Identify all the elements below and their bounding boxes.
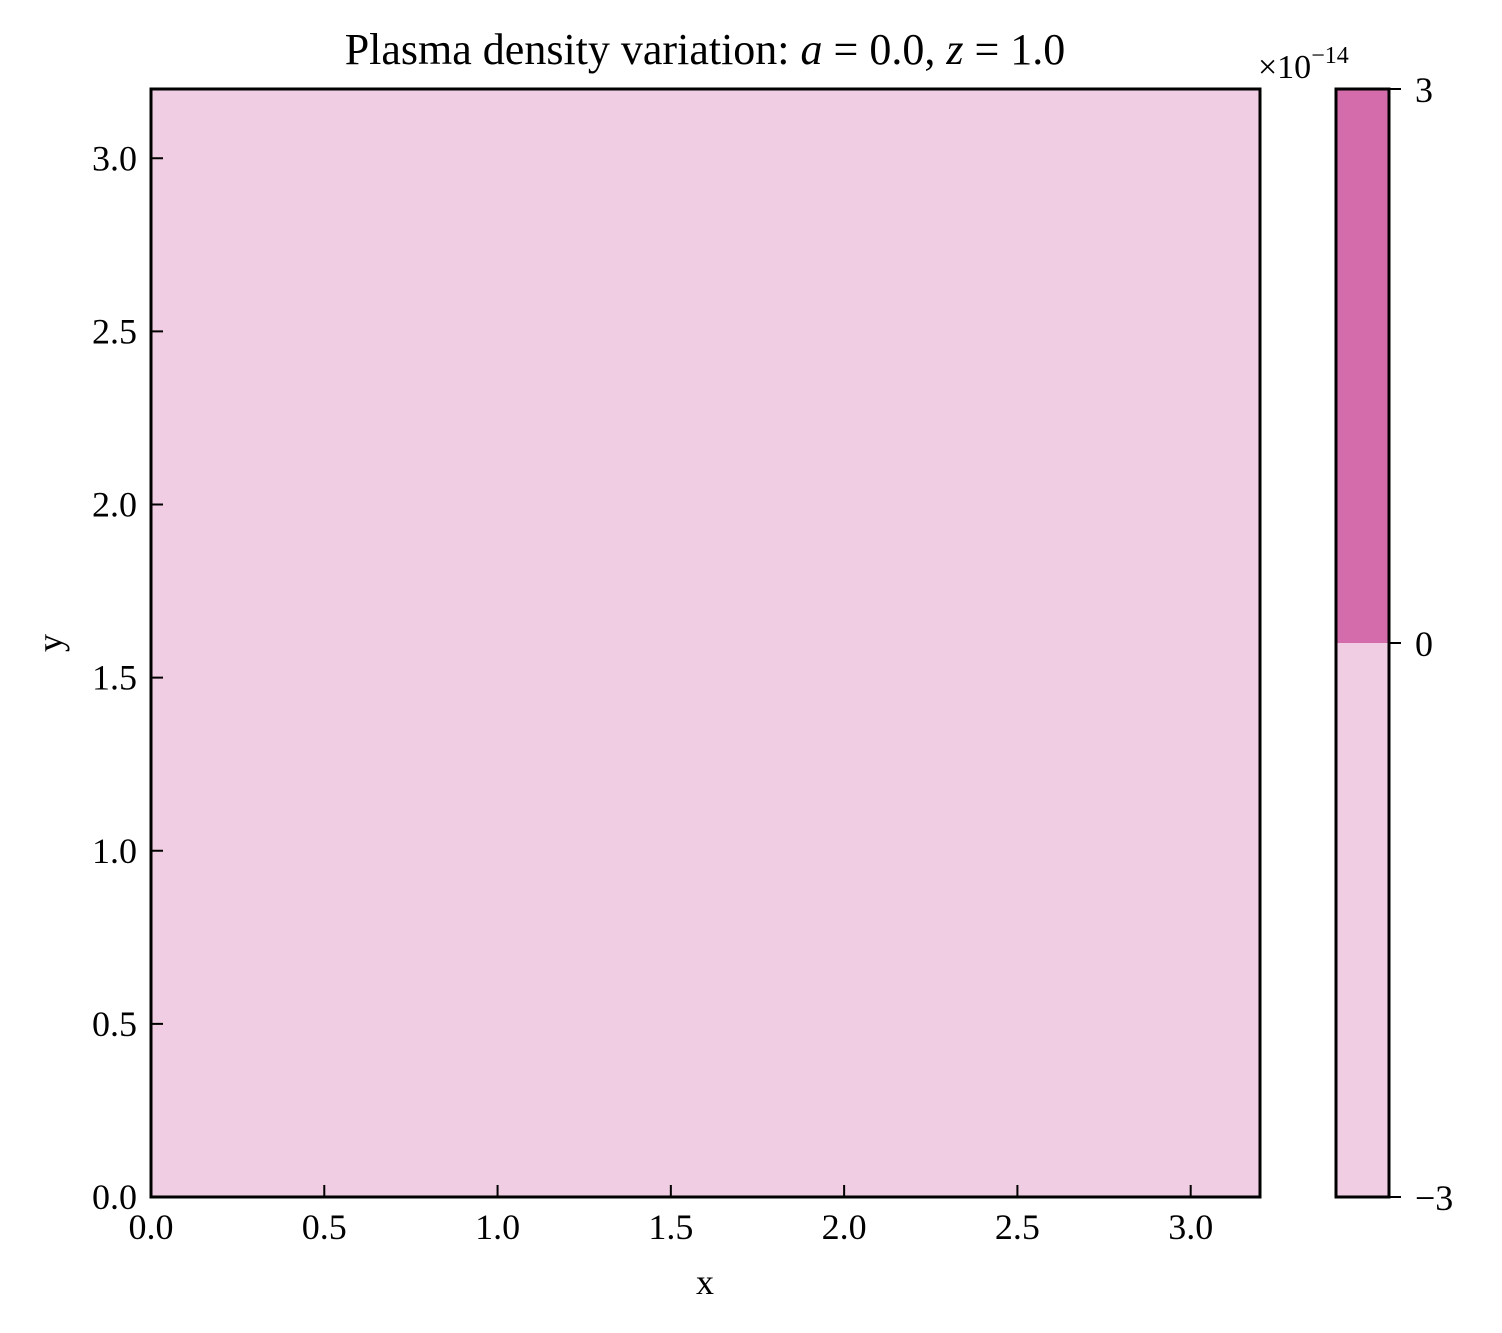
colorbar-ticks: −3 0 3 <box>1389 70 1453 1218</box>
y-tick-label: 1.5 <box>92 658 137 698</box>
plot-frame <box>149 87 1262 1199</box>
colorbar-tick-label: 3 <box>1415 70 1433 110</box>
y-axis-label: y <box>30 634 70 652</box>
colorbar-offset-exponent: −14 <box>1311 43 1349 69</box>
y-tick-label: 2.0 <box>92 485 137 525</box>
title-eq-z: = 1.0 <box>963 25 1065 74</box>
y-tick-label: 1.0 <box>92 831 137 871</box>
x-tick-label: 1.0 <box>475 1207 520 1247</box>
title-var-z: z <box>945 25 963 74</box>
x-tick-label: 1.5 <box>648 1207 693 1247</box>
x-axis-label: x <box>696 1262 714 1302</box>
y-tick-label: 0.5 <box>92 1004 137 1044</box>
colorbar-offset-base: ×10 <box>1258 49 1311 86</box>
heatmap-field <box>151 89 1260 1197</box>
title-prefix: Plasma density variation: <box>345 25 801 74</box>
x-tick-label: 3.0 <box>1168 1207 1213 1247</box>
title-eq-a: = 0.0, <box>823 25 947 74</box>
colorbar-segment <box>1336 643 1389 1197</box>
y-tick-label: 3.0 <box>92 138 137 178</box>
y-axis-ticks: 0.0 0.5 1.0 1.5 2.0 2.5 3.0 <box>92 138 163 1217</box>
x-tick-label: 0.0 <box>129 1207 174 1247</box>
colorbar-segments <box>1336 89 1389 1197</box>
colorbar-segment <box>1336 89 1389 643</box>
x-tick-label: 2.5 <box>995 1207 1040 1247</box>
y-tick-label: 2.5 <box>92 311 137 351</box>
colorbar-tick-label: 0 <box>1415 624 1433 664</box>
x-axis-ticks: 0.0 0.5 1.0 1.5 2.0 2.5 3.0 <box>129 1185 1213 1247</box>
chart-title: Plasma density variation: a = 0.0, z = 1… <box>345 25 1066 74</box>
x-tick-label: 0.5 <box>302 1207 347 1247</box>
y-tick-label: 0.0 <box>92 1177 137 1217</box>
title-var-a: a <box>801 25 823 74</box>
colorbar-tick-label: −3 <box>1415 1178 1453 1218</box>
colorbar-offset-text: ×10−14 <box>1258 43 1349 86</box>
x-tick-label: 2.0 <box>822 1207 867 1247</box>
